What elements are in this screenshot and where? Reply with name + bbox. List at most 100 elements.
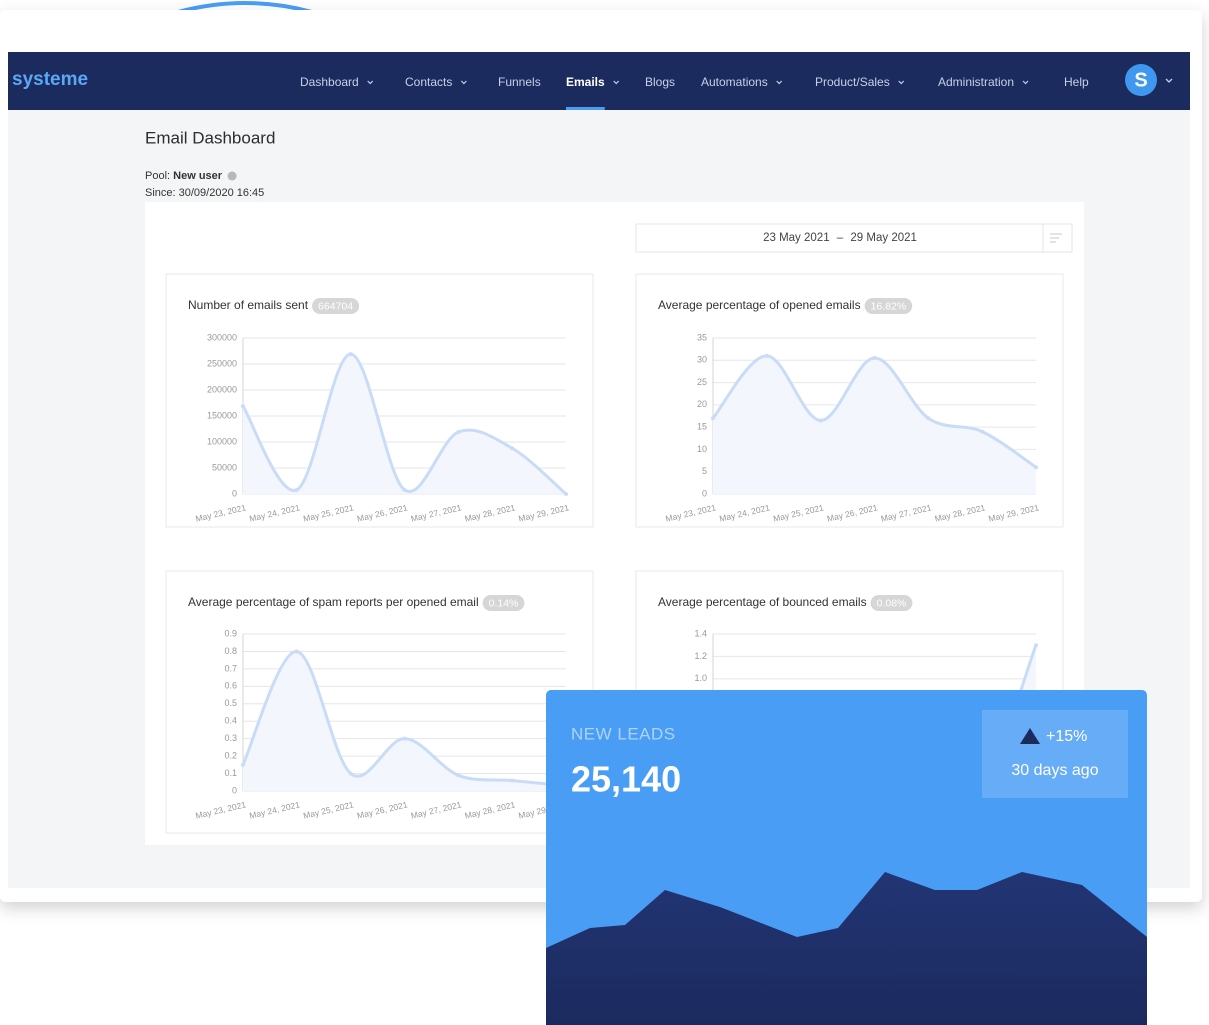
y-tick-label: 250000 — [207, 358, 237, 368]
data-point — [510, 778, 515, 783]
y-tick-label: 35 — [697, 332, 707, 342]
y-tick-label: 0.7 — [224, 663, 237, 673]
y-tick-label: 20 — [697, 399, 707, 409]
nav-item[interactable]: Administration — [938, 75, 1014, 89]
avatar-caret[interactable] — [1165, 78, 1173, 83]
since-line: Since: 30/09/2020 16:45 — [145, 187, 264, 199]
nav-item[interactable]: Blogs — [645, 75, 675, 89]
data-point — [564, 492, 568, 496]
y-tick-label: 0.9 — [224, 628, 237, 638]
y-tick-label: 0 — [232, 785, 237, 795]
chart-badge — [482, 595, 525, 611]
data-point — [1034, 465, 1038, 470]
data-point — [402, 736, 407, 741]
y-tick-label: 25 — [697, 377, 707, 387]
nav-item[interactable]: Product/Sales — [815, 75, 890, 89]
y-tick-label: 50000 — [212, 462, 237, 472]
leads-card: NEW LEADS 25,140 +15% 30 days ago — [546, 690, 1147, 1025]
line-area — [243, 354, 566, 494]
y-tick-label: 0 — [232, 488, 237, 498]
chart-badge-text: 0.14% — [489, 597, 519, 609]
data-point — [241, 762, 245, 767]
y-tick-label: 0.3 — [224, 733, 237, 743]
y-tick-label: 200000 — [207, 384, 237, 394]
data-point — [980, 429, 985, 434]
chart-card: Average percentage of spam reports per o… — [165, 570, 594, 834]
nav-caret[interactable] — [460, 80, 467, 85]
filter-icon[interactable] — [1050, 233, 1062, 243]
nav-caret[interactable] — [898, 80, 905, 85]
chart-title: Average percentage of bounced emails — [658, 595, 867, 609]
chart-badge — [870, 595, 913, 611]
data-point — [926, 416, 931, 421]
date-start: 23 May 2021 — [763, 232, 830, 244]
data-point — [456, 430, 461, 435]
nav-item[interactable]: Automations — [701, 75, 768, 89]
data-point — [294, 487, 299, 492]
page-title: Email Dashboard — [145, 128, 275, 147]
line-area — [243, 651, 566, 791]
data-point — [711, 416, 715, 421]
avatar-initial: S — [1134, 69, 1147, 91]
y-tick-label: 10 — [697, 444, 707, 454]
nav-item[interactable]: Funnels — [498, 75, 541, 89]
data-point — [348, 352, 353, 357]
data-point — [764, 353, 769, 358]
data-point — [872, 356, 877, 361]
data-point — [348, 771, 353, 776]
logo[interactable]: systeme — [12, 69, 88, 90]
y-tick-label: 1.4 — [694, 628, 707, 638]
help-icon[interactable] — [227, 171, 237, 181]
chart-title: Average percentage of spam reports per o… — [188, 595, 479, 609]
y-tick-label: 0.8 — [224, 646, 237, 656]
nav-menu: Dashboard Contacts Funnels Emails Blogs Autom… — [300, 75, 1089, 110]
data-point — [818, 418, 823, 423]
date-separator: – — [837, 232, 844, 244]
y-tick-label: 0.2 — [224, 750, 237, 760]
nav-item[interactable]: Help — [1064, 75, 1089, 89]
nav-caret[interactable] — [1022, 80, 1029, 85]
line-series — [241, 649, 568, 788]
nav-item[interactable]: Emails — [566, 75, 605, 89]
leads-change-box — [982, 710, 1128, 798]
chart-title: Average percentage of opened emails — [658, 298, 861, 312]
data-point — [510, 446, 515, 451]
leads-period: 30 days ago — [1011, 762, 1098, 779]
chart-badge-text: 16.82% — [871, 300, 907, 312]
data-point — [294, 649, 299, 654]
nav-caret[interactable] — [613, 80, 620, 85]
y-tick-label: 5 — [702, 466, 707, 476]
data-point — [402, 487, 407, 492]
decor-arc — [177, 1, 313, 14]
y-tick-label: 15 — [697, 422, 707, 432]
y-tick-label: 300000 — [207, 332, 237, 342]
pool-line: Pool: New user — [145, 170, 223, 182]
nav-caret[interactable] — [367, 80, 374, 85]
nav-item[interactable]: Dashboard — [300, 75, 359, 89]
chart-badge-text: 0.08% — [877, 597, 907, 609]
charts: Number of emails sent 664704 0 50000 100000 1… — [165, 273, 1064, 834]
data-point — [241, 404, 245, 409]
nav-item[interactable]: Contacts — [405, 75, 452, 89]
y-tick-label: 0.1 — [224, 768, 237, 778]
y-tick-label: 150000 — [207, 410, 237, 420]
date-range-picker[interactable] — [635, 223, 1073, 253]
pool-label: Pool: — [145, 170, 170, 182]
chart-badge — [312, 298, 360, 314]
avatar[interactable] — [1125, 64, 1157, 96]
leads-label: NEW LEADS — [571, 724, 676, 743]
y-tick-label: 0.5 — [224, 698, 237, 708]
leads-value: 25,140 — [571, 759, 681, 800]
chart-badge — [864, 298, 913, 314]
chart-title: Number of emails sent — [188, 298, 309, 312]
data-point — [1034, 643, 1038, 648]
up-arrow — [1020, 728, 1040, 744]
nav-caret[interactable] — [776, 80, 783, 85]
chart-card: Average percentage of opened emails 16.82… — [635, 273, 1064, 528]
y-tick-label: 0.6 — [224, 681, 237, 691]
y-tick-label: 30 — [697, 355, 707, 365]
y-tick-label: 1.2 — [694, 651, 707, 661]
y-tick-label: 0 — [702, 488, 707, 498]
